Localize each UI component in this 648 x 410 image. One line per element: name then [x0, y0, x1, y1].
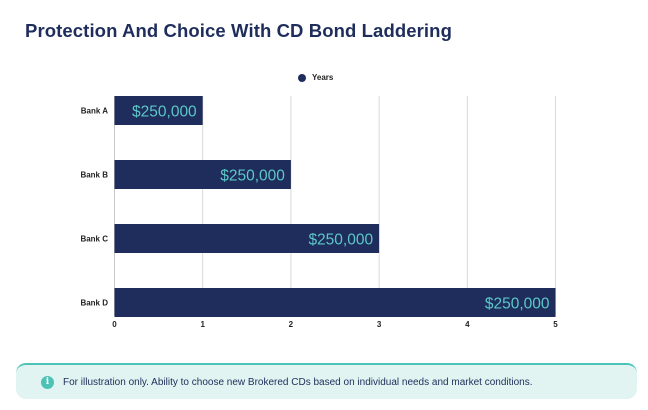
bar-data-label: $250,000: [308, 232, 373, 249]
x-tick-label: 4: [465, 320, 470, 329]
info-icon: i: [41, 375, 54, 389]
x-tick-label: 1: [200, 320, 205, 329]
category-label: Bank A: [81, 107, 108, 116]
chart-title: Protection And Choice With CD Bond Ladde…: [25, 20, 452, 41]
category-label: Bank D: [80, 299, 108, 308]
bar: [114, 224, 380, 253]
bar: [114, 96, 203, 125]
x-tick-label: 3: [377, 320, 382, 329]
bar: [114, 288, 556, 317]
bar-data-label: $250,000: [132, 104, 197, 121]
bar-data-label: $250,000: [220, 168, 285, 185]
legend-swatch: [298, 73, 306, 82]
chart-legend: Years: [298, 73, 333, 82]
legend-label: Years: [312, 73, 334, 82]
category-label: Bank B: [80, 171, 108, 180]
category-label: Bank C: [80, 235, 108, 244]
x-tick-label: 2: [289, 320, 294, 329]
bar-chart: $250,000 Bank A $250,000 Bank B $250,000 Bank…: [80, 96, 558, 329]
x-tick-label: 0: [112, 320, 117, 329]
x-tick-label: 5: [553, 320, 558, 329]
bar: [114, 160, 291, 189]
illustration-note: i For illustration only. Ability to choo…: [16, 363, 637, 399]
note-text: For illustration only. Ability to choose…: [63, 376, 533, 388]
bar-data-label: $250,000: [485, 296, 550, 313]
